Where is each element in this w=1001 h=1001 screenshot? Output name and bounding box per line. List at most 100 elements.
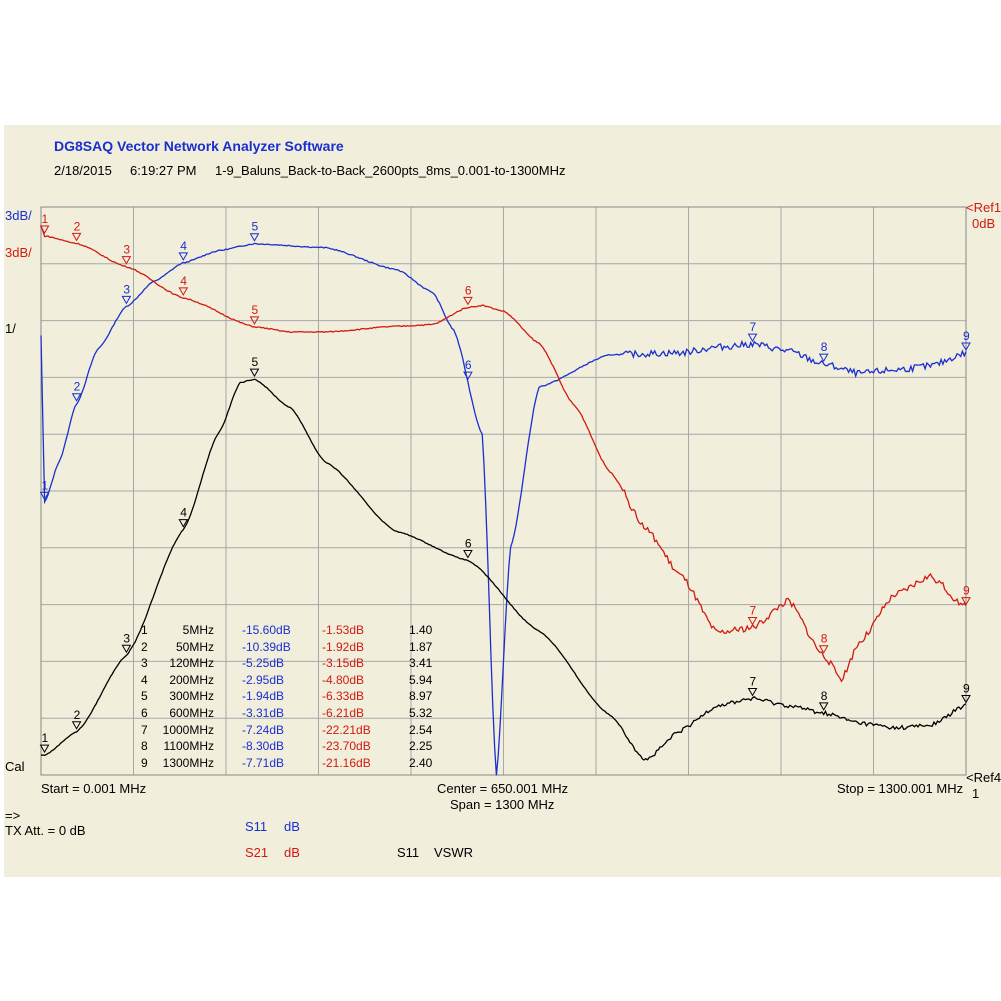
marker-s21-value: -6.21dB: [322, 706, 365, 720]
marker-number: 4: [180, 506, 187, 520]
marker-index: 2: [141, 639, 148, 654]
marker-triangle: [71, 232, 82, 242]
marker-triangle: [39, 491, 50, 501]
marker-number: 1: [42, 731, 49, 745]
marker-triangle: [71, 393, 82, 402]
marker-triangle: [249, 233, 260, 242]
marker-triangle: [463, 371, 473, 381]
capture-date: 2/18/2015: [54, 163, 112, 178]
file-name: 1-9_Baluns_Back-to-Back_2600pts_8ms_0.00…: [215, 163, 566, 178]
marker-triangle: [121, 256, 132, 265]
marker-s11-value: -15.60dB: [242, 623, 291, 637]
marker-triangle: [121, 295, 132, 305]
marker-triangle: [747, 688, 758, 697]
marker-number: 7: [750, 320, 757, 334]
marker-index: 6: [141, 706, 148, 720]
marker-number: 1: [42, 212, 49, 226]
vswr-trace: [40, 378, 967, 761]
marker-triangle: [818, 645, 829, 654]
ref4-label: <Ref4: [966, 770, 1001, 785]
marker-index: 9: [141, 755, 148, 770]
ref1-label: <Ref1: [966, 200, 1001, 215]
legend-s11-param[interactable]: S11: [245, 819, 268, 834]
marker-index: 1: [141, 623, 148, 637]
marker-triangle: [961, 597, 971, 606]
marker-number: 3: [123, 282, 130, 296]
marker-number: 8: [821, 632, 828, 646]
marker-number: 2: [74, 380, 81, 394]
marker-triangle: [249, 368, 260, 378]
marker-vswr-value: 2.25: [409, 739, 433, 754]
marker-vswr-value: 1.40: [409, 623, 433, 637]
marker-triangle: [121, 644, 132, 654]
s11-db-trace: [40, 242, 967, 776]
marker-vswr-value: 3.41: [409, 656, 433, 671]
marker-triangle: [71, 721, 82, 730]
ref4-value: 1: [972, 786, 980, 801]
marker-frequency: 120MHz: [169, 656, 214, 671]
marker-s11-value: -7.24dB: [242, 722, 285, 737]
cursor-arrow: =>: [5, 808, 21, 823]
marker-frequency: 1100MHz: [163, 739, 214, 754]
marker-number: 5: [251, 355, 258, 369]
marker-s21-value: -1.53dB: [322, 623, 365, 637]
ref1-value: 0dB: [972, 216, 996, 231]
marker-number: 6: [465, 283, 472, 297]
marker-vswr-value: 2.54: [409, 722, 433, 737]
marker-number: 2: [74, 708, 81, 722]
cal-label: Cal: [5, 759, 25, 774]
marker-triangle: [178, 287, 189, 296]
marker-vswr-value: 5.32: [409, 706, 433, 720]
s21-db-trace: [40, 225, 967, 683]
marker-vswr-value: 8.97: [409, 689, 433, 704]
capture-time: 6:19:27 PM: [130, 163, 197, 178]
marker-s21-value: -21.16dB: [322, 755, 371, 770]
marker-number: 5: [251, 303, 258, 317]
marker-index: 8: [141, 739, 148, 754]
marker-number: 2: [74, 219, 81, 233]
marker-s21-value: -6.33dB: [322, 689, 365, 704]
marker-number: 7: [750, 604, 757, 618]
marker-number: 1: [42, 478, 49, 492]
marker-s11-value: -8.30dB: [242, 739, 285, 754]
marker-triangle: [463, 549, 473, 559]
marker-frequency: 200MHz: [169, 672, 214, 687]
marker-s21-value: -23.70dB: [322, 739, 371, 754]
marker-number: 4: [180, 239, 187, 253]
traces: [40, 225, 967, 776]
legend-vswr-param[interactable]: S11: [397, 845, 420, 860]
marker-triangle: [249, 316, 260, 325]
marker-number: 9: [963, 584, 970, 598]
marker-index: 4: [141, 672, 148, 687]
tx-attenuation: TX Att. = 0 dB: [5, 823, 86, 838]
marker-s11-value: -5.25dB: [242, 656, 285, 671]
marker-triangle: [39, 744, 50, 754]
marker-triangle: [747, 617, 758, 626]
marker-number: 6: [465, 536, 472, 550]
marker-s11-value: -7.71dB: [242, 755, 285, 770]
marker-triangle: [961, 694, 971, 704]
center-frequency: Center = 650.001 MHz: [437, 781, 569, 796]
marker-vswr-value: 2.40: [409, 755, 433, 770]
marker-s11-value: -10.39dB: [242, 639, 291, 654]
marker-s11-value: -3.31dB: [242, 706, 285, 720]
marker-number: 3: [123, 631, 130, 645]
marker-frequency: 5MHz: [182, 623, 214, 637]
legend-s11-unit[interactable]: dB: [284, 819, 300, 834]
legend-vswr-unit[interactable]: VSWR: [434, 845, 473, 860]
frequency-span: Span = 1300 MHz: [450, 797, 555, 812]
marker-triangle: [818, 353, 829, 363]
start-frequency: Start = 0.001 MHz: [41, 781, 147, 796]
legend-s21-param[interactable]: S21: [245, 845, 269, 860]
marker-s11-value: -2.95dB: [242, 672, 285, 687]
marker-number: 4: [180, 274, 187, 288]
s11-scale-label: 3dB/: [5, 208, 32, 223]
marker-number: 5: [251, 220, 258, 234]
legend-s21-unit[interactable]: dB: [284, 845, 300, 860]
marker-number: 9: [963, 329, 970, 343]
s21-scale-label: 3dB/: [5, 245, 32, 260]
marker-s21-value: -3.15dB: [322, 656, 365, 671]
